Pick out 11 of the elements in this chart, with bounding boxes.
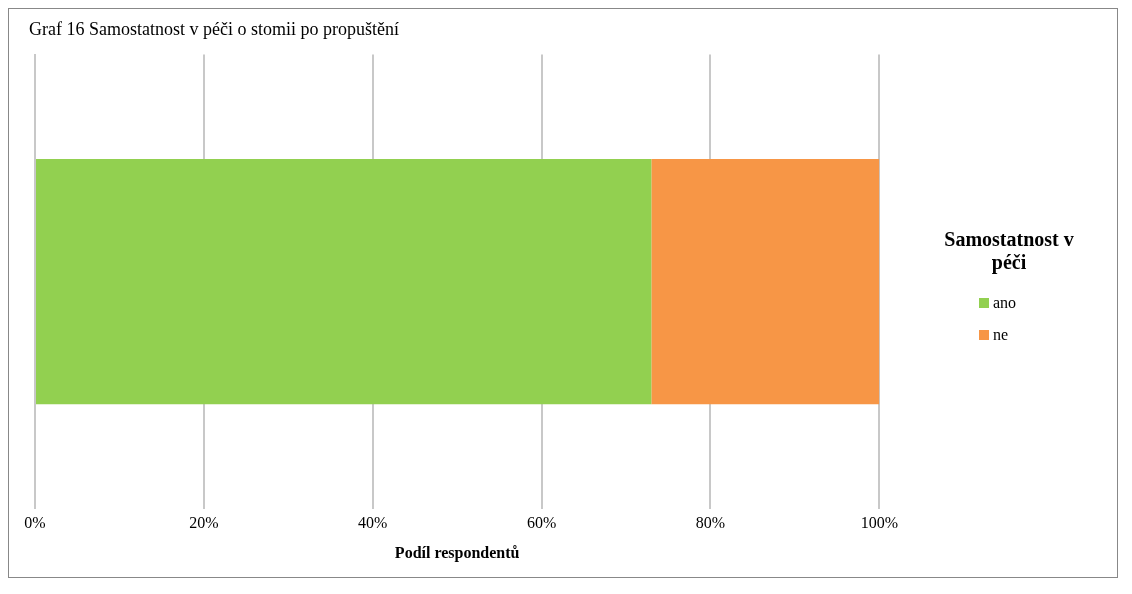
x-tick-label: 40% bbox=[358, 514, 388, 532]
chart-title: Graf 16 Samostatnost v péči o stomii po propuštění bbox=[29, 18, 399, 39]
x-tick-label: 60% bbox=[526, 514, 557, 532]
x-tick-label: 20% bbox=[189, 514, 219, 532]
legend-title: Samostatnost v péči bbox=[944, 228, 1074, 274]
x-axis-title: Podíl respondentů bbox=[394, 543, 520, 562]
x-tick-label: 100% bbox=[860, 514, 898, 532]
legend-label: ano bbox=[993, 294, 1017, 312]
x-tick-label: 80% bbox=[695, 514, 726, 532]
x-tick-label: 0% bbox=[24, 514, 46, 532]
legend-label: ne bbox=[993, 326, 1009, 344]
